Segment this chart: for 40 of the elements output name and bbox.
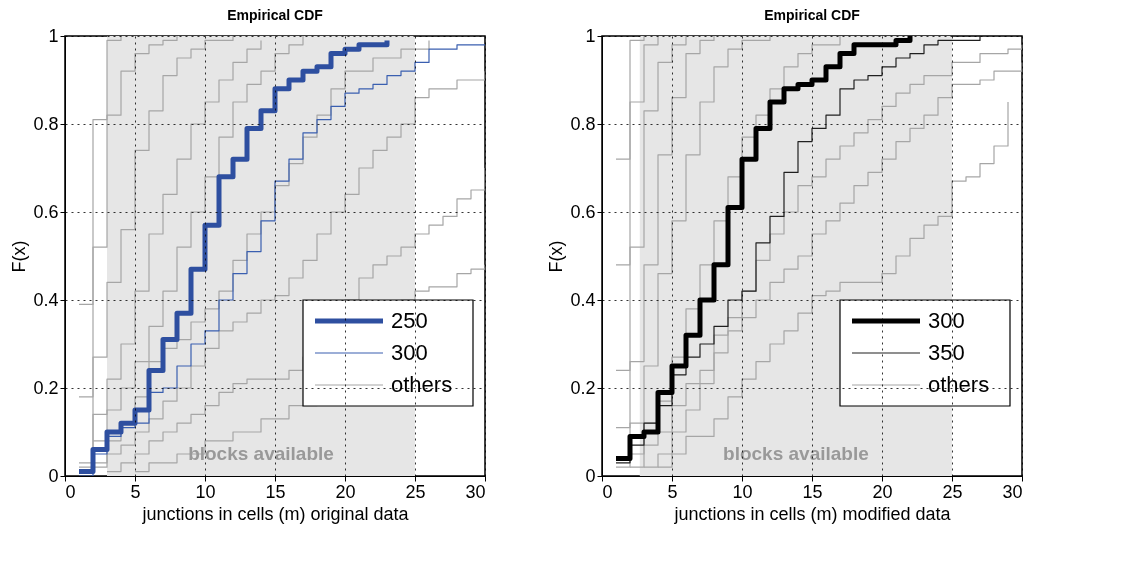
x-tick-label: 10 bbox=[195, 481, 216, 502]
x-tick-label: 25 bbox=[405, 481, 426, 502]
x-axis-title: junctions in cells (m) modified data bbox=[673, 503, 952, 524]
x-tick-label: 20 bbox=[335, 481, 356, 502]
chart-title: Empirical CDF bbox=[764, 7, 861, 23]
x-tick-label: 15 bbox=[802, 481, 823, 502]
x-tick-label: 5 bbox=[130, 481, 141, 502]
y-axis-title: F(x) bbox=[9, 240, 30, 273]
y-tick-label: 0.8 bbox=[33, 113, 59, 134]
x-tick-label: 0 bbox=[65, 481, 76, 502]
y-axis-title: F(x) bbox=[546, 240, 567, 273]
chart-title: Empirical CDF bbox=[227, 7, 324, 23]
y-tick-label: 0.6 bbox=[570, 201, 596, 222]
x-tick-label: 5 bbox=[667, 481, 678, 502]
x-tick-label: 15 bbox=[265, 481, 286, 502]
y-tick-label: 0.8 bbox=[570, 113, 596, 134]
y-tick-label: 0.4 bbox=[570, 289, 596, 310]
y-tick-label: 1 bbox=[585, 25, 596, 46]
x-axis-title: junctions in cells (m) original data bbox=[141, 503, 410, 524]
band-label: blocks available bbox=[188, 443, 334, 464]
legend-label: others bbox=[391, 372, 453, 397]
legend-label: others bbox=[928, 372, 990, 397]
y-tick-label: 0.2 bbox=[570, 377, 596, 398]
x-tick-label: 30 bbox=[465, 481, 486, 502]
legend-label: 300 bbox=[928, 308, 965, 333]
legend-label: 250 bbox=[391, 308, 428, 333]
y-tick-label: 0 bbox=[48, 465, 59, 486]
x-tick-label: 0 bbox=[602, 481, 613, 502]
legend-label: 350 bbox=[928, 340, 965, 365]
y-tick-label: 1 bbox=[48, 25, 59, 46]
x-tick-label: 10 bbox=[732, 481, 753, 502]
band-label: blocks available bbox=[723, 443, 869, 464]
legend-label: 300 bbox=[391, 340, 428, 365]
y-tick-label: 0.4 bbox=[33, 289, 59, 310]
x-tick-label: 30 bbox=[1002, 481, 1023, 502]
y-tick-label: 0.6 bbox=[33, 201, 59, 222]
x-tick-label: 25 bbox=[942, 481, 963, 502]
x-tick-label: 20 bbox=[872, 481, 893, 502]
y-tick-label: 0 bbox=[585, 465, 596, 486]
y-tick-label: 0.2 bbox=[33, 377, 59, 398]
